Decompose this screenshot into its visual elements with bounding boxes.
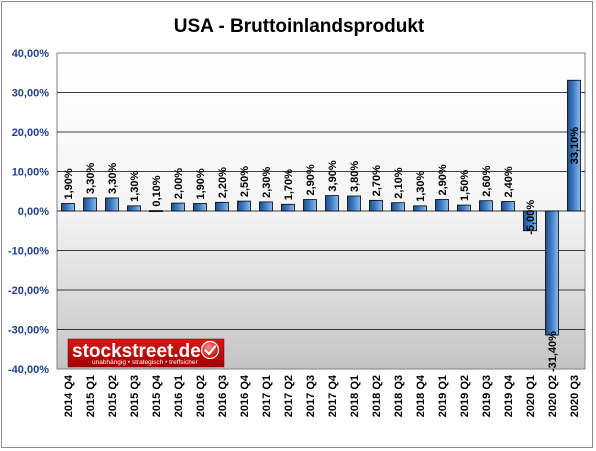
bar (479, 200, 493, 212)
y-tick-label: 30,00% (12, 88, 50, 100)
x-tick-label: 2018 Q4 (415, 374, 427, 417)
data-label: 2,10% (393, 167, 405, 198)
data-label: 1,90% (63, 168, 75, 199)
bar (325, 195, 339, 212)
x-tick-label: 2016 Q1 (173, 375, 185, 417)
x-tick-label: 2018 Q2 (371, 375, 383, 417)
bar (391, 202, 405, 212)
y-tick-label: -10,00% (8, 246, 49, 258)
x-tick-label: 2015 Q1 (85, 375, 97, 417)
x-tick-label: 2014 Q4 (63, 374, 75, 417)
bar (215, 201, 229, 212)
bar (105, 197, 119, 212)
bar (413, 205, 427, 212)
x-tick-label: 2016 Q4 (239, 374, 251, 417)
x-tick-label: 2016 Q2 (195, 375, 207, 417)
data-label: 2,60% (481, 165, 493, 196)
data-label: 3,90% (327, 160, 339, 191)
data-label: 33,10% (569, 127, 581, 165)
x-tick-label: 2020 Q1 (525, 375, 537, 417)
gridlines (57, 92, 585, 330)
y-tick-label: -20,00% (8, 285, 49, 297)
bar (61, 203, 75, 212)
bar (567, 79, 581, 212)
bar (545, 210, 559, 336)
data-label: -31,40% (547, 331, 559, 372)
stockstreet-logo: stockstreet.de unabhängig • strategisch … (67, 338, 225, 368)
y-tick-label: 10,00% (12, 167, 50, 179)
x-tick-label: 2017 Q2 (283, 375, 295, 417)
x-tick-label: 2018 Q1 (349, 375, 361, 417)
x-tick-label: 2020 Q2 (547, 375, 559, 417)
bar (259, 201, 273, 212)
data-label: 2,90% (437, 164, 449, 195)
bar (149, 210, 163, 213)
data-label: 1,30% (415, 170, 427, 201)
y-tick-label: -30,00% (8, 325, 49, 337)
bar (501, 201, 515, 212)
checkmark-icon (200, 340, 220, 360)
data-label: 2,50% (239, 166, 251, 197)
x-tick-label: 2017 Q4 (327, 374, 339, 417)
x-tick-label: 2017 Q1 (261, 375, 273, 417)
x-tick-label: 2016 Q3 (217, 375, 229, 417)
data-label: 0,10% (151, 175, 163, 206)
bar (237, 200, 251, 212)
data-label: 2,00% (173, 168, 185, 199)
logo-tagline-text: unabhängig • strategisch • treffsicher (92, 359, 198, 366)
x-tick-label: 2019 Q3 (481, 375, 493, 417)
data-label: -5,00% (525, 200, 537, 235)
logo-brand-text: stockstreet.de (72, 341, 201, 362)
bar (457, 204, 471, 212)
bar (369, 199, 383, 212)
data-labels: 1,90% 3,30% 3,30% 1,30% 0,10% 2,00% 1,90% 2,20%… (63, 127, 581, 372)
bar (127, 205, 141, 212)
bars (61, 79, 581, 336)
data-label: 2,40% (503, 166, 515, 197)
chart-title: USA - Bruttoinlandsprodukt (174, 16, 425, 37)
data-label: 1,50% (459, 170, 471, 201)
data-label: 3,30% (107, 163, 119, 194)
y-axis: 40,00% 30,00% 20,00% 10,00% 0,00% -10,00% -20,… (8, 48, 49, 376)
data-label: 2,20% (217, 167, 229, 198)
data-label: 2,70% (371, 165, 383, 196)
bar (83, 197, 97, 212)
y-tick-label: 40,00% (12, 48, 50, 60)
x-axis: 2014 Q4 2015 Q1 2015 Q2 2015 Q3 2015 Q4 2016 … (63, 374, 581, 417)
data-label: 3,80% (349, 161, 361, 192)
x-tick-label: 2018 Q3 (393, 375, 405, 417)
data-label: 2,90% (305, 164, 317, 195)
data-label: 2,30% (261, 167, 273, 198)
y-tick-label: 0,00% (18, 206, 49, 218)
x-tick-label: 2019 Q2 (459, 375, 471, 417)
bar (347, 195, 361, 212)
x-tick-label: 2015 Q2 (107, 375, 119, 417)
data-label: 3,30% (85, 163, 97, 194)
data-label: 1,70% (283, 169, 295, 200)
x-tick-label: 2017 Q3 (305, 375, 317, 417)
bar (193, 203, 207, 212)
y-tick-label: 20,00% (12, 127, 50, 139)
x-tick-label: 2020 Q3 (569, 375, 581, 417)
bar (171, 202, 185, 212)
data-label: 1,90% (195, 168, 207, 199)
bar (523, 210, 537, 232)
x-tick-label: 2015 Q4 (151, 374, 163, 417)
x-tick-label: 2019 Q1 (437, 375, 449, 417)
x-tick-label: 2015 Q3 (129, 375, 141, 417)
y-tick-label: -40,00% (8, 364, 49, 376)
data-label: 1,30% (129, 170, 141, 201)
bar (303, 199, 317, 212)
bar (281, 203, 295, 212)
bar (435, 199, 449, 212)
x-tick-label: 2019 Q4 (503, 374, 515, 417)
